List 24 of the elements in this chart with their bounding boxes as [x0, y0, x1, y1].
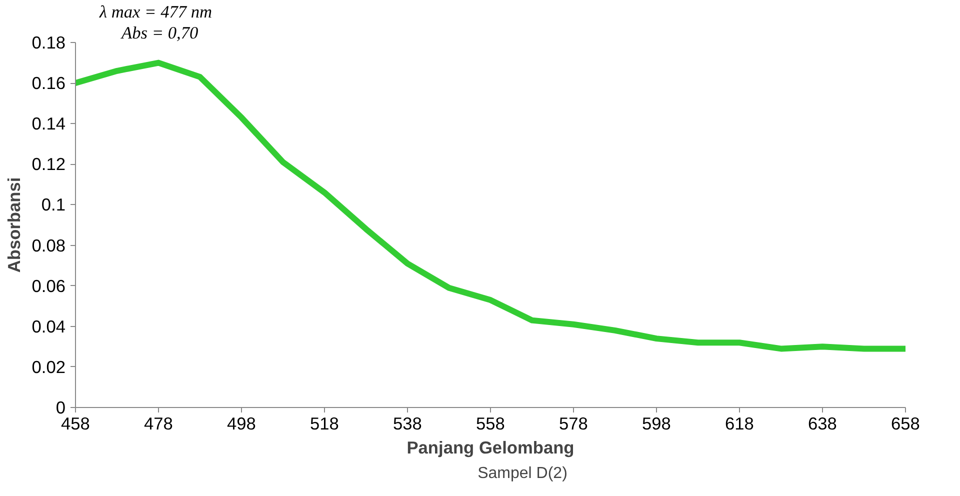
- text: λ max = 477 nm: [98, 2, 212, 22]
- x-tick-label: 578: [559, 414, 588, 434]
- y-tick-label: 0.02: [32, 356, 66, 377]
- x-tick-label: 538: [393, 414, 422, 434]
- y-tick-label: 0.06: [32, 276, 66, 296]
- y-tick-label: 0.04: [32, 316, 66, 336]
- x-tick-label: 598: [642, 414, 671, 434]
- x-axis-title: Panjang Gelombang: [406, 438, 574, 458]
- x-tick-label: 478: [144, 414, 173, 434]
- y-tick-label: 0.16: [32, 73, 66, 94]
- y-tick-label: 0.14: [32, 114, 66, 134]
- x-tick-label: 618: [725, 414, 754, 434]
- y-tick-label: 0.08: [32, 235, 66, 256]
- y-tick-label: 0.12: [32, 154, 66, 174]
- x-tick-label: 638: [808, 414, 837, 434]
- x-tick-label: 658: [891, 414, 920, 434]
- y-tick-label: 0.1: [41, 194, 66, 215]
- y-tick-label: 0.18: [32, 32, 66, 52]
- y-axis-title: Absorbansi: [4, 177, 24, 273]
- text: Abs = 0,70: [120, 24, 199, 42]
- x-tick-label: 518: [310, 414, 339, 434]
- x-tick-label: 558: [476, 414, 505, 434]
- x-tick-label: 498: [227, 414, 256, 434]
- text: Sampel D(2): [478, 465, 568, 483]
